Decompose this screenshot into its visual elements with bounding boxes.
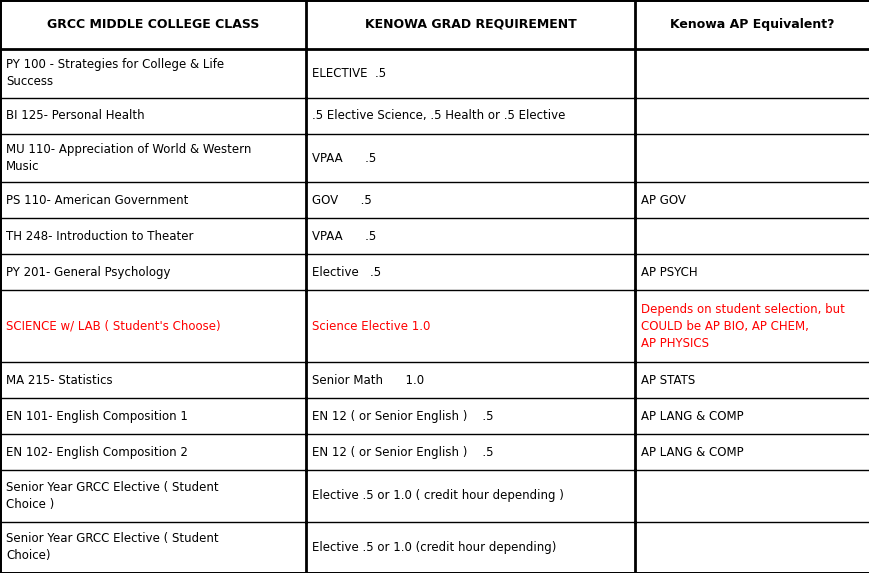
Bar xyxy=(0,434,869,470)
Text: GRCC MIDDLE COLLEGE CLASS: GRCC MIDDLE COLLEGE CLASS xyxy=(47,18,259,31)
Text: AP GOV: AP GOV xyxy=(640,194,685,207)
Text: Kenowa AP Equivalent?: Kenowa AP Equivalent? xyxy=(669,18,834,31)
Text: Depends on student selection, but
COULD be AP BIO, AP CHEM,
AP PHYSICS: Depends on student selection, but COULD … xyxy=(640,303,844,350)
Text: MU 110- Appreciation of World & Western
Music: MU 110- Appreciation of World & Western … xyxy=(6,143,251,173)
Text: Elective .5 or 1.0 ( credit hour depending ): Elective .5 or 1.0 ( credit hour dependi… xyxy=(312,489,563,503)
Text: PY 201- General Psychology: PY 201- General Psychology xyxy=(6,266,170,279)
Bar xyxy=(0,398,869,434)
Text: AP STATS: AP STATS xyxy=(640,374,694,387)
Text: Senior Math      1.0: Senior Math 1.0 xyxy=(312,374,424,387)
Text: AP PSYCH: AP PSYCH xyxy=(640,266,697,279)
Bar xyxy=(0,182,869,218)
Bar xyxy=(0,470,869,521)
Text: PY 100 - Strategies for College & Life
Success: PY 100 - Strategies for College & Life S… xyxy=(6,58,224,88)
Text: Elective .5 or 1.0 (credit hour depending): Elective .5 or 1.0 (credit hour dependin… xyxy=(312,541,556,554)
Text: GOV      .5: GOV .5 xyxy=(312,194,372,207)
Text: Senior Year GRCC Elective ( Student
Choice ): Senior Year GRCC Elective ( Student Choi… xyxy=(6,481,218,511)
Text: AP LANG & COMP: AP LANG & COMP xyxy=(640,410,743,423)
Bar xyxy=(0,0,869,49)
Text: VPAA      .5: VPAA .5 xyxy=(312,151,376,164)
Text: EN 101- English Composition 1: EN 101- English Composition 1 xyxy=(6,410,188,423)
Text: VPAA      .5: VPAA .5 xyxy=(312,230,376,243)
Bar xyxy=(0,291,869,362)
Bar xyxy=(0,362,869,398)
Text: PS 110- American Government: PS 110- American Government xyxy=(6,194,189,207)
Bar xyxy=(0,254,869,291)
Text: Elective   .5: Elective .5 xyxy=(312,266,381,279)
Bar xyxy=(0,521,869,573)
Text: EN 12 ( or Senior English )    .5: EN 12 ( or Senior English ) .5 xyxy=(312,446,494,459)
Text: BI 125- Personal Health: BI 125- Personal Health xyxy=(6,109,144,122)
Text: Senior Year GRCC Elective ( Student
Choice): Senior Year GRCC Elective ( Student Choi… xyxy=(6,532,218,562)
Text: EN 12 ( or Senior English )    .5: EN 12 ( or Senior English ) .5 xyxy=(312,410,494,423)
Text: Science Elective 1.0: Science Elective 1.0 xyxy=(312,320,430,333)
Text: MA 215- Statistics: MA 215- Statistics xyxy=(6,374,112,387)
Bar xyxy=(0,97,869,134)
Text: EN 102- English Composition 2: EN 102- English Composition 2 xyxy=(6,446,188,459)
Bar xyxy=(0,218,869,254)
Bar xyxy=(0,134,869,182)
Bar xyxy=(0,49,869,97)
Text: TH 248- Introduction to Theater: TH 248- Introduction to Theater xyxy=(6,230,193,243)
Text: ELECTIVE  .5: ELECTIVE .5 xyxy=(312,66,386,80)
Text: .5 Elective Science, .5 Health or .5 Elective: .5 Elective Science, .5 Health or .5 Ele… xyxy=(312,109,565,122)
Text: SCIENCE w/ LAB ( Student's Choose): SCIENCE w/ LAB ( Student's Choose) xyxy=(6,320,221,333)
Text: KENOWA GRAD REQUIREMENT: KENOWA GRAD REQUIREMENT xyxy=(364,18,576,31)
Text: AP LANG & COMP: AP LANG & COMP xyxy=(640,446,743,459)
